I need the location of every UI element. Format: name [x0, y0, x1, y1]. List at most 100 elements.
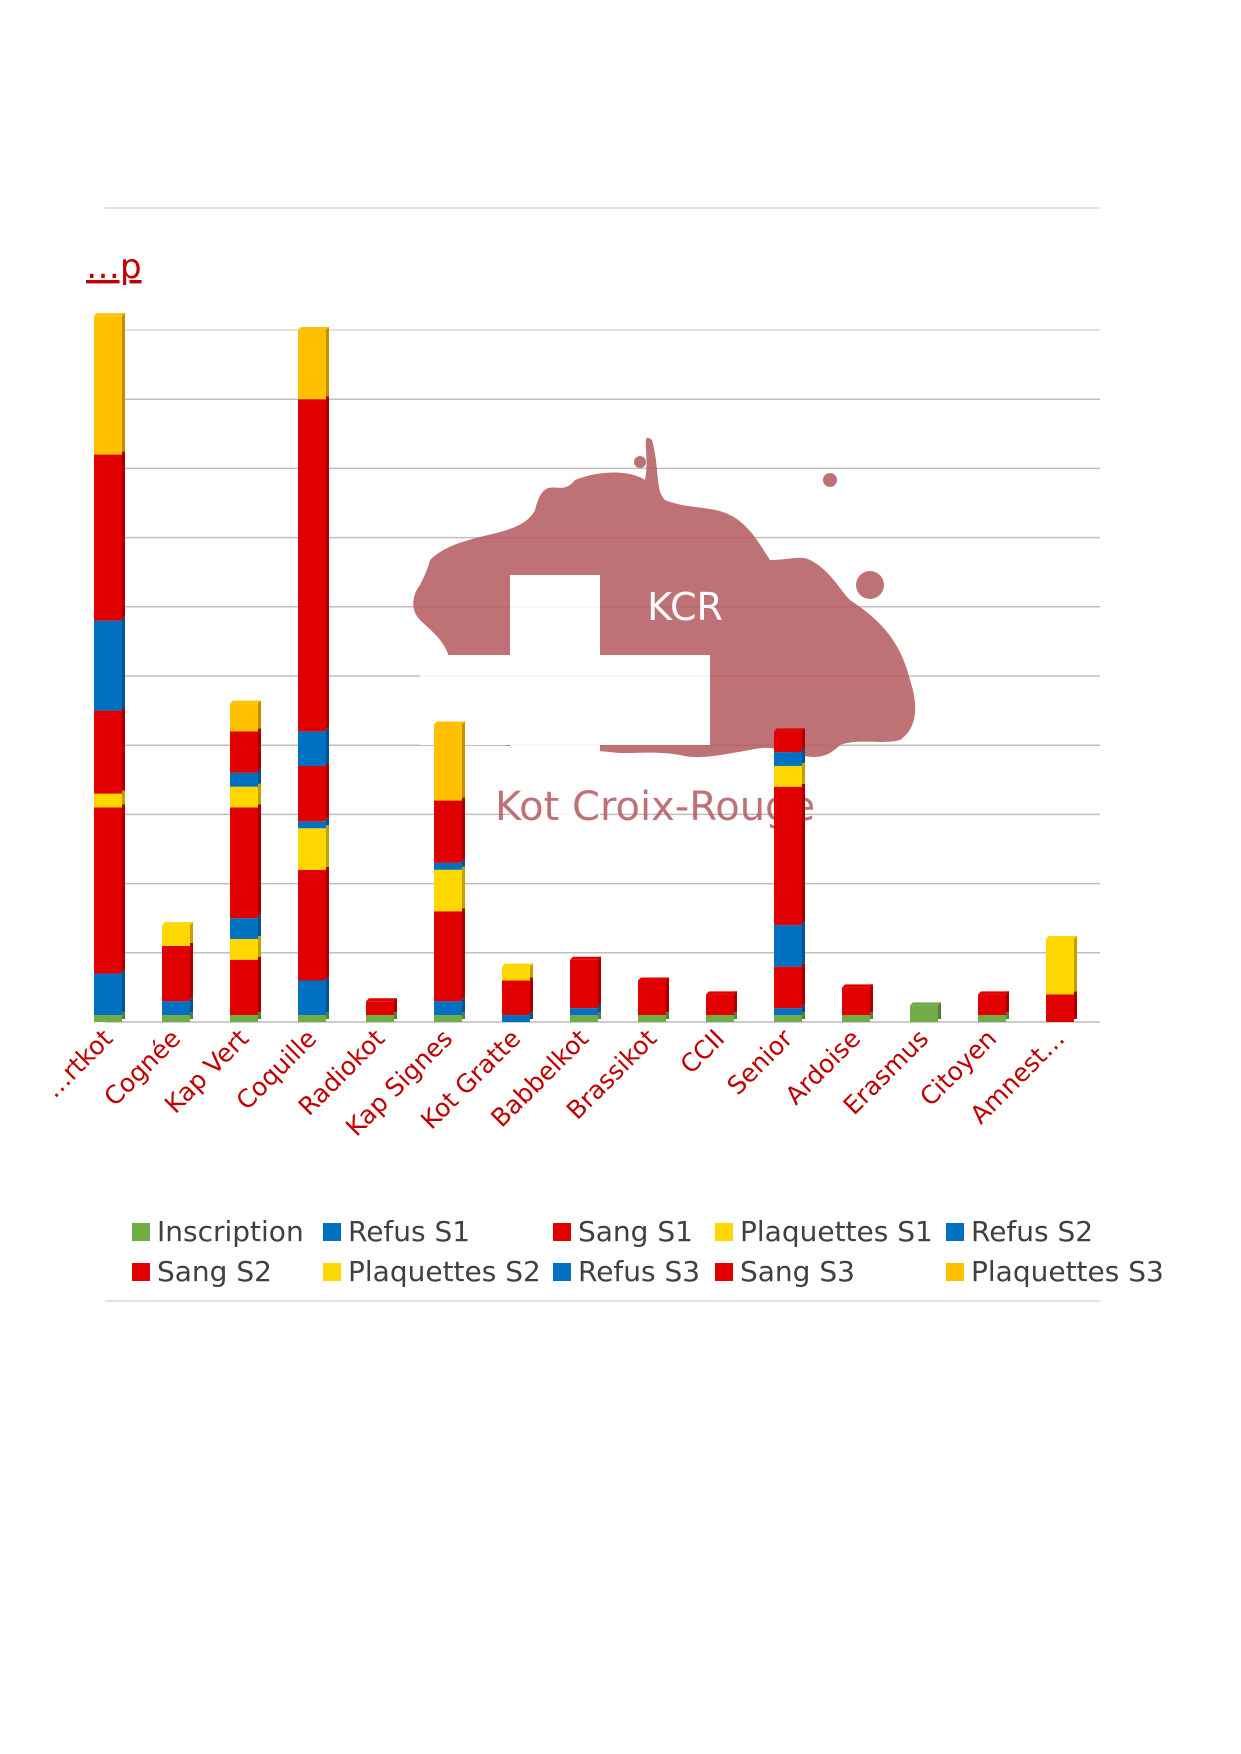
bar-top-face: [638, 977, 669, 981]
bar-segment-side: [326, 977, 329, 1013]
bar-segment-side: [122, 617, 125, 708]
bar-segment-side: [190, 942, 193, 999]
bar-stack: [706, 991, 737, 1022]
bar-segment: [706, 994, 734, 1016]
bar-segment-side: [734, 991, 737, 1013]
bar-stack: [162, 922, 193, 1022]
bar-segment: [94, 454, 122, 621]
bar-segment: [94, 620, 122, 711]
bar-stack: [978, 991, 1009, 1022]
bar-segment-side: [462, 866, 465, 909]
bar-segment-side: [1006, 1012, 1009, 1019]
legend-item: Refus S1: [323, 1215, 470, 1248]
bar-stack: [570, 956, 601, 1022]
bar-segment-side: [462, 908, 465, 999]
legend-swatch: [132, 1263, 150, 1281]
bar-segment: [434, 1015, 462, 1022]
bar-segment-side: [1074, 991, 1077, 1019]
bar-segment: [434, 862, 462, 870]
bar-segment-side: [122, 707, 125, 791]
bar-segment-side: [462, 797, 465, 860]
bar-segment: [502, 1015, 530, 1022]
bar-segment: [570, 1015, 598, 1022]
bar-segment: [434, 800, 462, 863]
bar-segment-side: [394, 998, 397, 1013]
bar-segment-side: [1074, 935, 1077, 992]
bar-segment-side: [394, 1012, 397, 1019]
bar-segment: [230, 703, 258, 732]
watermark-heading: KCR: [647, 585, 723, 629]
legend-swatch: [553, 1223, 571, 1241]
legend-swatch: [946, 1223, 964, 1241]
bar-segment-side: [190, 1012, 193, 1019]
bar-stack: [230, 700, 261, 1022]
splash-droplet: [823, 473, 837, 487]
bar-segment: [162, 925, 190, 946]
bar-stack: [366, 998, 397, 1022]
bar-segment-side: [530, 1012, 533, 1019]
bar-segment-side: [938, 1002, 941, 1019]
legend-swatch: [715, 1223, 733, 1241]
bar-stacks: [94, 313, 1077, 1022]
bar-segment-side: [258, 769, 261, 784]
bar-segment: [502, 980, 530, 1016]
splash-droplet: [766, 711, 784, 729]
bar-segment: [298, 330, 326, 400]
bar-top-face: [774, 728, 805, 732]
bar-segment-side: [1006, 991, 1009, 1013]
bar-segment: [502, 966, 530, 981]
bar-segment: [774, 752, 802, 766]
bar-top-face: [1046, 935, 1077, 939]
bar-top-face: [230, 700, 261, 704]
bar-segment: [298, 869, 326, 981]
bar-segment-side: [666, 977, 669, 1013]
legend-item: Sang S3: [715, 1255, 855, 1288]
bar-stack: [434, 721, 465, 1022]
legend-label: Refus S1: [348, 1215, 470, 1248]
bar-segment-side: [734, 1012, 737, 1019]
bar-segment-side: [326, 866, 329, 978]
bar-top-face: [910, 1002, 941, 1006]
bar-segment: [230, 938, 258, 960]
gridlines: [105, 329, 1100, 1023]
bar-segment: [978, 994, 1006, 1016]
legend-item: Inscription: [132, 1215, 304, 1248]
bar-segment: [94, 316, 122, 455]
bar-segment: [434, 869, 462, 912]
bar-segment: [706, 1015, 734, 1022]
bar-segment: [774, 1015, 802, 1022]
bar-segment-side: [802, 1005, 805, 1013]
bar-segment-side: [258, 728, 261, 770]
legend-label: Sang S2: [157, 1255, 272, 1288]
kcr-watermark-logo: KCR Kot Croix-Rouge: [413, 437, 916, 830]
legend-item: Plaquettes S3: [946, 1255, 1164, 1288]
bar-top-face: [502, 963, 533, 967]
bar-segment-side: [802, 1012, 805, 1019]
legend-item: Plaquettes S1: [715, 1215, 933, 1248]
bar-segment: [774, 731, 802, 753]
bar-segment-side: [326, 818, 329, 826]
legend-item: Sang S2: [132, 1255, 272, 1288]
bar-segment: [638, 980, 666, 1016]
bar-segment-side: [326, 825, 329, 867]
bar-segment: [230, 807, 258, 919]
bar-segment: [298, 1015, 326, 1022]
legend-label: Plaquettes S3: [971, 1255, 1164, 1288]
bar-segment-side: [462, 859, 465, 867]
bar-segment-side: [122, 313, 125, 452]
bar-segment-side: [326, 762, 329, 819]
bar-segment: [1046, 938, 1074, 995]
bar-segment: [774, 765, 802, 787]
legend-swatch: [946, 1263, 964, 1281]
bar-segment: [910, 1005, 938, 1022]
chart-legend: Inscription Refus S1 Sang S1 Plaquettes S1 R…: [132, 1215, 1164, 1288]
bar-segment: [94, 807, 122, 974]
bar-segment-side: [258, 1012, 261, 1019]
bar-segment-side: [666, 1012, 669, 1019]
bar-segment-side: [530, 977, 533, 1013]
bar-segment: [366, 1015, 394, 1022]
bar-segment: [1046, 994, 1074, 1022]
bar-top-face: [162, 922, 193, 926]
legend-swatch: [323, 1223, 341, 1241]
